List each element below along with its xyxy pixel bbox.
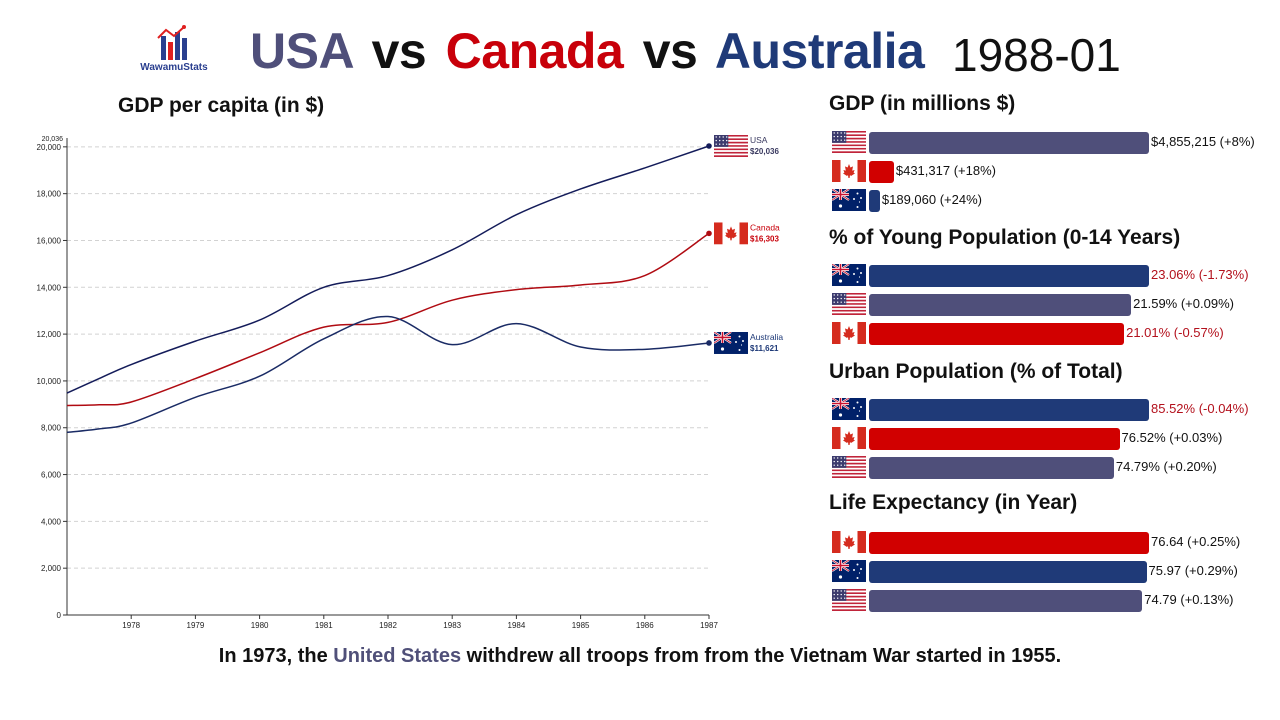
flag-usa-icon [832, 456, 866, 478]
bar-australia [869, 190, 880, 212]
x-tick-label: 1980 [251, 621, 269, 630]
bar-value-label: $4,855,215 (+8%) [1151, 134, 1255, 149]
flag-usa-icon [832, 131, 866, 153]
title-country-usa: USA [250, 23, 353, 79]
flag-canada-icon [832, 322, 866, 344]
x-tick-label: 1981 [315, 621, 333, 630]
y-tick-label: 8,000 [41, 424, 62, 433]
bar-canada [869, 428, 1120, 450]
bar-australia [869, 561, 1147, 583]
bar-value-label: 74.79 (+0.13%) [1144, 592, 1234, 607]
gdp-per-capita-line-chart: 0 2,000 4,000 6,000 8,000 10,000 12,000 14,000 1… [37, 135, 783, 630]
y-tick-label: 6,000 [41, 471, 62, 480]
bar-usa [869, 132, 1149, 154]
series-end-point-canada [706, 230, 712, 237]
flag-usa-icon [714, 135, 748, 157]
bar-panel-title: Urban Population (% of Total) [829, 360, 1123, 383]
flag-usa-icon [832, 293, 866, 315]
bar-value-label: 74.79% (+0.20%) [1115, 459, 1217, 474]
flag-australia-icon [832, 560, 866, 582]
bar-value-label: 75.97 (+0.29%) [1148, 563, 1238, 578]
x-tick-label: 1985 [572, 621, 590, 630]
bar-canada [869, 323, 1125, 345]
series-end-point-usa [706, 143, 712, 149]
bar-panel-title: % of Young Population (0-14 Years) [829, 226, 1181, 249]
bar-value-label: 76.64 (+0.25%) [1151, 534, 1241, 549]
x-tick-label: 1984 [508, 621, 526, 630]
x-tick-label: 1978 [122, 621, 140, 630]
y-tick-label: 4,000 [41, 517, 62, 526]
caption-text: In 1973, the United States withdrew all … [200, 642, 1080, 670]
title-vs-1: vs [371, 23, 427, 79]
bar-value-label: 21.01% (-0.57%) [1126, 325, 1224, 340]
flag-canada-icon [832, 160, 866, 182]
series-line-usa [66, 145, 710, 394]
flag-canada-icon [832, 531, 866, 553]
y-tick-label: 12,000 [37, 330, 62, 339]
series-value-label-usa: $20,036 [750, 147, 779, 156]
wawamustats-logo: WawamuStats [136, 24, 212, 76]
series-end-point-australia [706, 340, 712, 346]
page-title: USA vs Canada vs Australia [250, 22, 925, 82]
x-tick-label: 1983 [443, 621, 461, 630]
caption-part2: withdrew all troops from from the Vietna… [461, 645, 1062, 667]
y-tick-label: 2,000 [41, 564, 62, 573]
series-name-label-australia: Australia [750, 332, 783, 342]
bar-canada [869, 532, 1149, 554]
bar-usa [869, 590, 1143, 612]
flag-australia-icon [832, 264, 866, 286]
bar-value-label: 85.52% (-0.04%) [1151, 401, 1249, 416]
y-tick-label: 16,000 [37, 236, 62, 245]
x-tick-label: 1987 [700, 621, 718, 630]
bar-value-label: $431,317 (+18%) [895, 163, 996, 178]
bar-panel-title: Life Expectancy (in Year) [829, 491, 1078, 514]
y-tick-label: 0 [57, 611, 62, 620]
x-tick-label: 1982 [379, 621, 397, 630]
date-label: 1988-01 [952, 29, 1121, 81]
series-value-label-canada: $16,303 [750, 234, 779, 243]
caption-highlight: United States [333, 645, 462, 667]
flag-australia-icon [714, 331, 748, 354]
bar-value-label: $189,060 (+24%) [881, 192, 982, 207]
x-tick-label: 1979 [187, 621, 205, 630]
title-country-canada: Canada [445, 23, 624, 79]
series-name-label-canada: Canada [750, 222, 780, 232]
caption-part1: In 1973, the [218, 645, 334, 667]
bar-value-label: 23.06% (-1.73%) [1151, 267, 1249, 282]
y-tick-label: 14,000 [37, 283, 62, 292]
line-chart-title: GDP per capita (in $) [118, 94, 325, 117]
series-name-label-usa: USA [750, 135, 768, 145]
bar-value-label: 76.52% (+0.03%) [1121, 430, 1223, 445]
logo-text: WawamuStats [140, 62, 208, 73]
bar-australia [869, 265, 1149, 287]
y-tick-label: 20,000 [37, 143, 62, 152]
y-max-label: 20,036 [42, 136, 64, 143]
flag-australia-icon [832, 189, 866, 211]
y-tick-label: 18,000 [37, 190, 62, 199]
series-value-label-australia: $11,621 [750, 344, 779, 353]
flag-australia-icon [832, 398, 866, 420]
logo-chart-icon [157, 25, 187, 60]
flag-canada-icon [832, 427, 866, 449]
bar-canada [869, 161, 894, 183]
title-country-australia: Australia [714, 23, 925, 79]
y-tick-label: 10,000 [37, 377, 62, 386]
series-line-australia [66, 315, 710, 434]
flag-canada-icon [714, 222, 748, 245]
bar-usa [869, 457, 1114, 479]
title-vs-2: vs [642, 23, 698, 79]
bar-australia [869, 399, 1149, 421]
series-line-canada [66, 232, 710, 407]
bar-value-label: 21.59% (+0.09%) [1133, 296, 1234, 311]
bar-usa [869, 294, 1132, 316]
flag-usa-icon [832, 589, 866, 611]
x-tick-label: 1986 [636, 621, 654, 630]
bar-panel-title: GDP (in millions $) [829, 92, 1016, 115]
